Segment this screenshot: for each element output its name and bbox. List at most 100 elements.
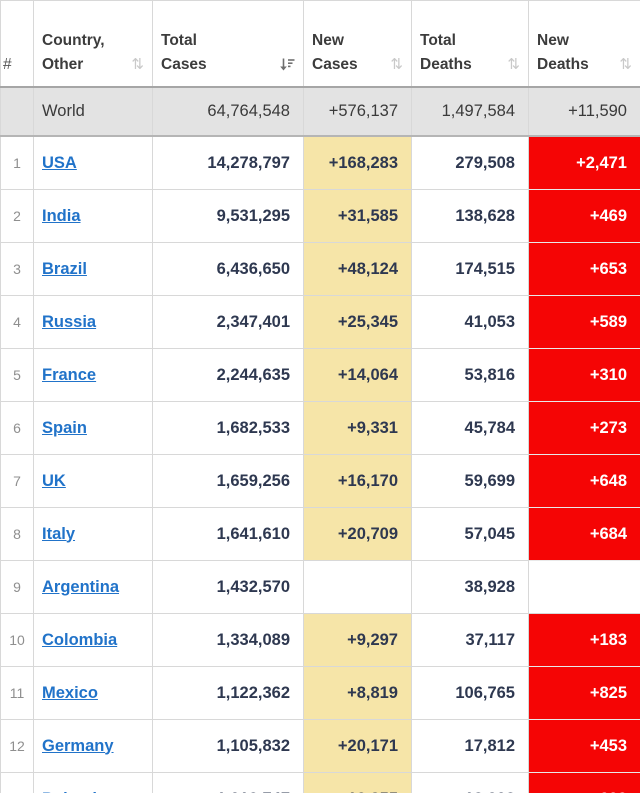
header-rank-label: # [3,55,12,73]
total-deaths-cell: 57,045 [411,507,529,561]
country-link[interactable]: Mexico [42,683,98,702]
new-deaths-cell: +183 [528,613,640,667]
country-cell: UK [33,454,153,508]
new-cases-cell: +25,345 [303,295,412,349]
table-row: 10 Colombia 1,334,089 +9,297 37,117 +183 [0,613,640,667]
header-new-deaths[interactable]: New Deaths ⇅ [528,0,640,88]
total-deaths-cell: 37,117 [411,613,529,667]
total-cases-cell: 1,105,832 [152,719,304,773]
new-cases-cell: +8,819 [303,666,412,720]
new-cases-cell: +168,283 [303,135,412,190]
new-deaths-cell: +469 [528,189,640,243]
table-row: 3 Brazil 6,436,650 +48,124 174,515 +653 [0,242,640,296]
total-cases-cell: 6,436,650 [152,242,304,296]
country-link[interactable]: Colombia [42,630,118,649]
world-new-cases: +576,137 [303,86,412,137]
total-cases-cell: 9,531,295 [152,189,304,243]
header-total-deaths-line2: Deaths [420,55,472,73]
table-row: 6 Spain 1,682,533 +9,331 45,784 +273 [0,401,640,455]
total-cases-cell: 1,122,362 [152,666,304,720]
total-deaths-cell: 279,508 [411,135,529,190]
table-row: 4 Russia 2,347,401 +25,345 41,053 +589 [0,295,640,349]
sort-both-icon: ⇅ [507,56,520,74]
table-body: 1 USA 14,278,797 +168,283 279,508 +2,471… [0,135,640,793]
total-cases-cell: 2,244,635 [152,348,304,402]
total-cases-cell: 2,347,401 [152,295,304,349]
world-total-row: World 64,764,548 +576,137 1,497,584 +11,… [0,86,640,137]
country-link[interactable]: Spain [42,418,87,437]
country-link[interactable]: India [42,206,81,225]
total-deaths-cell: 138,628 [411,189,529,243]
table-row: 1 USA 14,278,797 +168,283 279,508 +2,471 [0,135,640,190]
sort-both-icon: ⇅ [619,56,632,74]
header-total-deaths-line1: Total [420,31,456,49]
total-deaths-cell: 17,812 [411,719,529,773]
table-row: 2 India 9,531,295 +31,585 138,628 +469 [0,189,640,243]
world-new-deaths: +11,590 [528,86,640,137]
new-deaths-cell: +653 [528,242,640,296]
rank-cell: 5 [0,348,34,402]
country-link[interactable]: USA [42,153,77,172]
country-link[interactable]: Poland [42,790,97,793]
header-country-line1: Country, [42,31,105,49]
rank-cell: 7 [0,454,34,508]
country-link[interactable]: Brazil [42,259,87,278]
country-link[interactable]: Germany [42,736,114,755]
rank-cell: 11 [0,666,34,720]
table-header: # Country, Other ⇅ Total Cases [0,0,640,88]
header-total-cases[interactable]: Total Cases [152,0,304,88]
total-deaths-cell: 53,816 [411,348,529,402]
rank-cell: 4 [0,295,34,349]
world-total-deaths: 1,497,584 [411,86,529,137]
table-row: 11 Mexico 1,122,362 +8,819 106,765 +825 [0,666,640,720]
country-link[interactable]: Russia [42,312,97,331]
header-total-deaths[interactable]: Total Deaths ⇅ [411,0,529,88]
new-deaths-cell: +609 [528,772,640,793]
country-cell: Mexico [33,666,153,720]
rank-cell: 6 [0,401,34,455]
new-cases-cell: +14,064 [303,348,412,402]
rank-cell: 2 [0,189,34,243]
country-link[interactable]: France [42,365,97,384]
total-cases-cell: 1,682,533 [152,401,304,455]
rank-cell: 12 [0,719,34,773]
new-deaths-cell: +273 [528,401,640,455]
country-cell: Brazil [33,242,153,296]
new-cases-cell: +13,855 [303,772,412,793]
table-row: 13 Poland 1,013,747 +13,855 18,208 +609 [0,772,640,793]
total-deaths-cell: 18,208 [411,772,529,793]
country-link[interactable]: UK [42,471,66,490]
table-row: 5 France 2,244,635 +14,064 53,816 +310 [0,348,640,402]
world-total-cases: 64,764,548 [152,86,304,137]
total-cases-cell: 1,013,747 [152,772,304,793]
total-deaths-cell: 38,928 [411,560,529,614]
rank-cell: 3 [0,242,34,296]
new-deaths-cell: +453 [528,719,640,773]
header-total-cases-line2: Cases [161,55,207,73]
country-cell: USA [33,135,153,190]
new-cases-cell: +9,331 [303,401,412,455]
total-deaths-cell: 174,515 [411,242,529,296]
country-cell: Argentina [33,560,153,614]
country-cell: Colombia [33,613,153,667]
country-link[interactable]: Argentina [42,577,120,596]
header-country[interactable]: Country, Other ⇅ [33,0,153,88]
country-cell: Spain [33,401,153,455]
new-deaths-cell: +589 [528,295,640,349]
country-cell: Italy [33,507,153,561]
new-deaths-cell: +684 [528,507,640,561]
header-new-cases-line1: New [312,31,344,49]
header-new-deaths-line2: Deaths [537,55,589,73]
rank-cell: 1 [0,135,34,190]
new-cases-cell: +48,124 [303,242,412,296]
country-link[interactable]: Italy [42,524,76,543]
new-deaths-cell: +310 [528,348,640,402]
header-new-cases[interactable]: New Cases ⇅ [303,0,412,88]
sort-both-icon: ⇅ [390,56,403,74]
country-cell: Russia [33,295,153,349]
new-deaths-cell [528,560,640,614]
table-row: 9 Argentina 1,432,570 38,928 [0,560,640,614]
country-cell: France [33,348,153,402]
